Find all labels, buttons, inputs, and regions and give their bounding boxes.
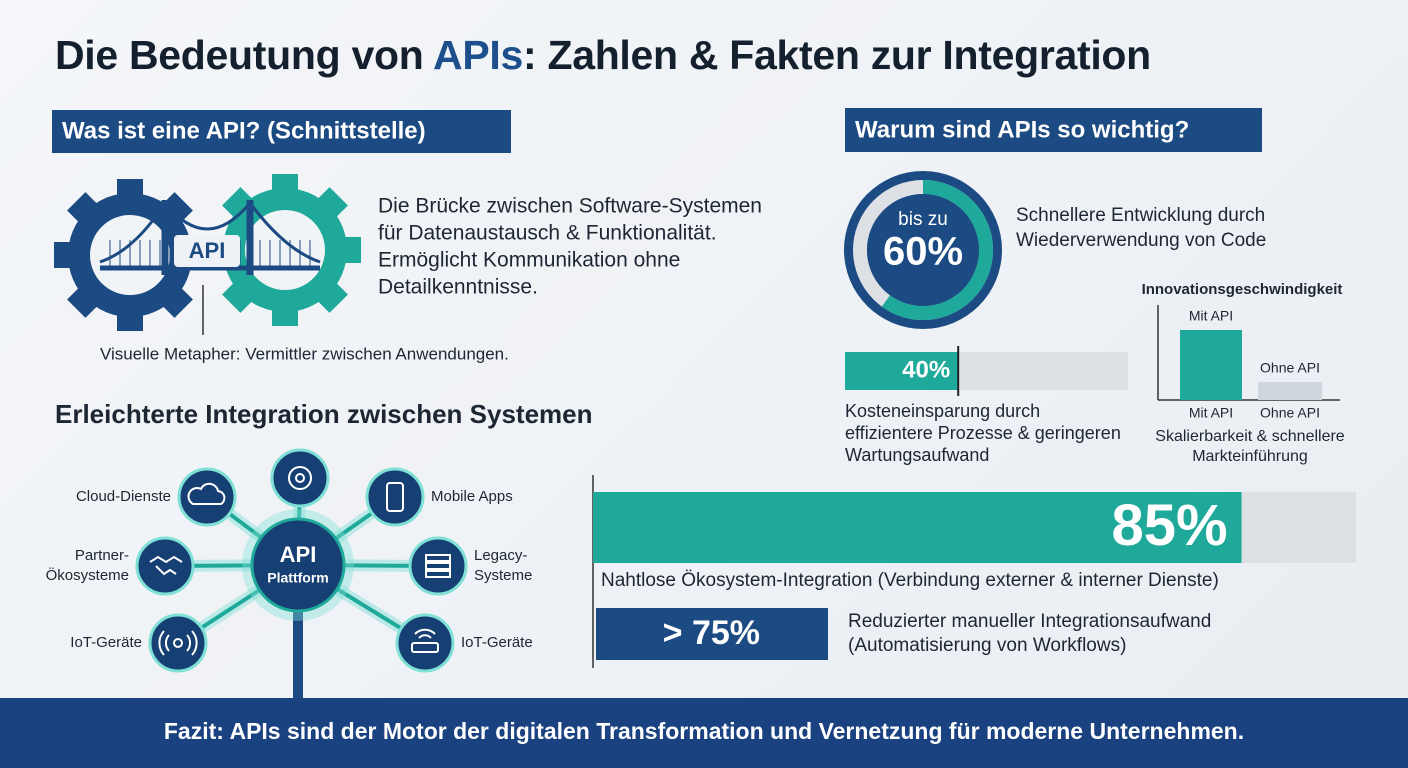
node [365, 467, 425, 527]
node-label: Mobile Apps [431, 488, 513, 505]
node-label: Cloud-Dienste [76, 488, 171, 505]
mini-axis-label: Mit API [1189, 405, 1233, 421]
api-badge-label: API [189, 238, 226, 263]
header-box [52, 110, 511, 153]
stat-text: Kosteneinsparung durch [845, 401, 1040, 421]
api-badge [174, 235, 240, 267]
stat-text: Wiederverwendung von Code [1016, 230, 1266, 251]
title: Die Bedeutung von APIs: Zahlen & Fakten … [55, 32, 1151, 79]
icon [411, 642, 439, 653]
gear-hole [245, 210, 325, 290]
description-line: Ermöglicht Kommunikation ohne [378, 249, 680, 272]
node [148, 613, 208, 673]
bar [845, 352, 959, 390]
section-heading: Was ist eine API? (Schnittstelle) [62, 117, 426, 144]
node-label: Partner- [75, 547, 129, 564]
mini-bar [1258, 382, 1322, 400]
gear-tooth [312, 187, 348, 223]
stat-text: Wartungsaufwand [845, 445, 989, 465]
mini-title: Innovationsgeschwindigkeit [1142, 281, 1343, 298]
section-heading: Erleichterte Integration zwischen System… [55, 399, 593, 429]
icon [149, 555, 183, 576]
stat-box [596, 608, 828, 660]
footer-bar [0, 698, 1408, 768]
icon [158, 630, 198, 656]
gear-tooth [157, 282, 193, 318]
mini-axis-label: Ohne API [1260, 405, 1320, 421]
icon [288, 466, 312, 490]
gear-tooth [312, 277, 348, 313]
icon [386, 482, 404, 512]
node-label: IoT-Geräte [70, 634, 142, 651]
section-heading: Warum sind APIs so wichtig? [855, 116, 1189, 143]
description-line: Die Brücke zwischen Software-Systemen [378, 195, 762, 218]
hub [250, 517, 346, 613]
title-part: : Zahlen & Fakten zur Integration [523, 32, 1151, 78]
stat-text: Nahtlose Ökosystem-Integration (Verbindu… [601, 570, 1219, 591]
node [135, 536, 195, 596]
node [408, 536, 468, 596]
mini-bar-label: Mit API [1189, 308, 1233, 324]
icon [425, 570, 451, 578]
icon [414, 628, 436, 639]
stat-text: Reduzierter manueller Integrationsaufwan… [848, 611, 1211, 632]
node [177, 467, 237, 527]
bar [593, 492, 1242, 563]
caption: Visuelle Metapher: Vermittler zwischen A… [100, 344, 509, 363]
node-label: Ökosysteme [46, 566, 129, 584]
node [270, 448, 330, 508]
gear-tooth [67, 282, 103, 318]
bar-label: 40% [902, 356, 950, 383]
bar-label: 85% [1111, 493, 1227, 558]
ring-prefix: bis zu [898, 209, 948, 230]
title-highlight: APIs [433, 32, 523, 78]
icon [173, 638, 183, 648]
icon [425, 562, 451, 570]
gear-tooth [222, 277, 258, 313]
icon [187, 482, 226, 505]
bridge-cable [99, 200, 321, 264]
gear-tooth [67, 192, 103, 228]
node-label: Legacy- [474, 547, 527, 564]
stat-box-label: > 75% [663, 614, 760, 652]
node-label: Systeme [474, 567, 532, 584]
stat-text: effizientere Prozesse & geringeren [845, 423, 1121, 443]
stat-text: Schnellere Entwicklung durch [1016, 205, 1265, 226]
stat-text: Markteinführung [1192, 448, 1308, 465]
mini-bar [1180, 330, 1242, 400]
hub-label: API [280, 542, 317, 567]
header-box [845, 108, 1262, 152]
icon [295, 473, 305, 483]
description-line: für Datenaustausch & Funktionalität. [378, 222, 717, 245]
description-line: Detailkenntnisse. [378, 276, 538, 299]
stat-text: (Automatisierung von Workflows) [848, 635, 1126, 656]
stat-text: Skalierbarkeit & schnellere [1155, 428, 1345, 445]
ring-center [867, 194, 979, 306]
ring-progress [853, 180, 993, 320]
mini-bar-label: Ohne API [1260, 360, 1320, 376]
hub-label: Plattform [267, 570, 328, 586]
footer-text: Fazit: APIs sind der Motor der digitalen… [164, 718, 1244, 744]
gear-tooth [222, 187, 258, 223]
title-part: Die Bedeutung von [55, 32, 434, 78]
icon [425, 554, 451, 562]
ring-value: 60% [883, 230, 963, 274]
node-label: IoT-Geräte [461, 634, 533, 651]
